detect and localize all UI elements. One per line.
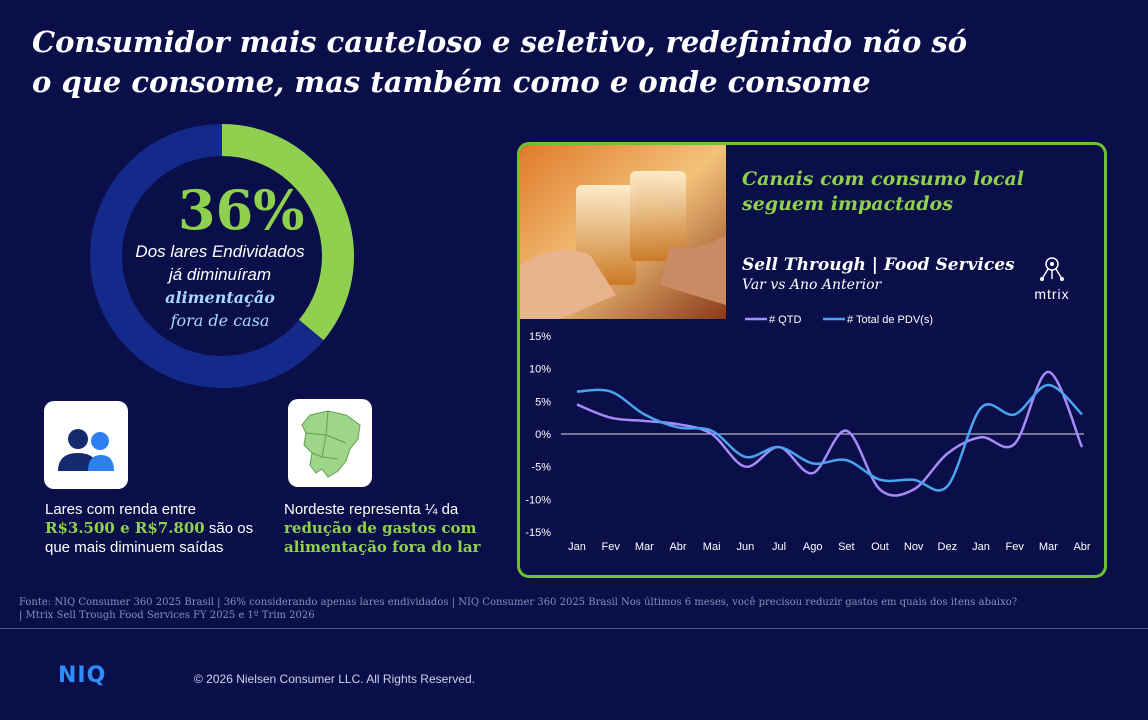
series-line-1 bbox=[576, 383, 1083, 492]
mtrix-network-icon bbox=[1040, 257, 1064, 281]
donut-line2: já diminuíram bbox=[168, 265, 272, 284]
donut-fill bbox=[90, 124, 354, 388]
region-note: Nordeste representa ¼ da redução de gast… bbox=[284, 500, 494, 557]
income-note-before: Lares com renda entre bbox=[45, 501, 196, 518]
legend-label: # QTD bbox=[769, 314, 801, 326]
x-tick-label: Jan bbox=[568, 541, 586, 553]
x-tick-label: Nov bbox=[904, 541, 924, 553]
donut-chart bbox=[90, 124, 354, 388]
income-note: Lares com renda entre R$3.500 e R$7.800 … bbox=[45, 500, 255, 557]
northeast-map-icon bbox=[301, 410, 361, 478]
x-tick-label: Abr bbox=[669, 541, 686, 553]
region-note-before: Nordeste representa ¼ da bbox=[284, 501, 459, 518]
x-tick-label: Mar bbox=[1039, 541, 1058, 553]
mtrix-logo: mtrix bbox=[1022, 255, 1082, 302]
y-tick-label: 0% bbox=[535, 429, 551, 441]
legend-label: # Total de PDV(s) bbox=[847, 314, 933, 326]
line-chart: 15% 10% 5% 0% -5% -10% -15% Jan Fev Mar Abr Mai Jun J… bbox=[525, 314, 1091, 553]
chart-subtitle: Sell Through | Food Services bbox=[742, 255, 1015, 275]
x-tick-label: Fev bbox=[601, 541, 620, 553]
x-tick-label: Dez bbox=[938, 541, 958, 553]
x-tick-label: Mar bbox=[635, 541, 654, 553]
donut-highlight: alimentação bbox=[165, 288, 275, 307]
donut-percent: 36% bbox=[178, 178, 305, 242]
donut-line4: fora de casa bbox=[170, 311, 270, 330]
region-highlight: redução de gastos com alimentação fora d… bbox=[284, 519, 481, 556]
x-tick-label: Jun bbox=[736, 541, 754, 553]
x-tick-label: Ago bbox=[803, 541, 823, 553]
x-tick-label: Fev bbox=[1005, 541, 1024, 553]
copyright: © 2026 Nielsen Consumer LLC. All Rights … bbox=[194, 672, 475, 686]
source-footnote: Fonte: NIQ Consumer 360 2025 Brasil | 36… bbox=[19, 597, 1018, 621]
x-tick-label: Out bbox=[871, 541, 889, 553]
chart-panel: Canais com consumo local seguem impactad… bbox=[517, 142, 1107, 578]
panel-heading: Canais com consumo local seguem impactad… bbox=[742, 168, 1024, 215]
people-card bbox=[44, 401, 128, 489]
y-tick-label: -5% bbox=[531, 462, 551, 474]
y-tick-label: 15% bbox=[529, 331, 551, 343]
niq-logo: NIQ bbox=[58, 663, 107, 688]
y-tick-label: -15% bbox=[525, 527, 551, 539]
map-card bbox=[288, 399, 372, 487]
x-tick-label: Jul bbox=[772, 541, 786, 553]
x-tick-label: Abr bbox=[1073, 541, 1090, 553]
x-tick-label: Set bbox=[838, 541, 855, 553]
y-tick-label: 10% bbox=[529, 364, 551, 376]
page-title: Consumidor mais cauteloso e seletivo, re… bbox=[32, 25, 968, 99]
chart-subtitle-secondary: Var vs Ano Anterior bbox=[742, 277, 882, 293]
y-tick-label: -10% bbox=[525, 494, 551, 506]
donut-line1: Dos lares Endividados bbox=[135, 242, 305, 261]
donut-caption: Dos lares Endividados já diminuíram alim… bbox=[110, 240, 330, 332]
toast-glasses-photo bbox=[520, 145, 726, 319]
income-note-after: são os que mais diminuem saídas bbox=[45, 520, 254, 556]
income-range: R$3.500 e R$7.800 bbox=[45, 519, 205, 537]
footer-divider bbox=[0, 628, 1148, 629]
y-tick-label: 5% bbox=[535, 396, 551, 408]
people-icon bbox=[58, 429, 114, 471]
mtrix-logo-text: mtrix bbox=[1034, 286, 1070, 302]
x-tick-label: Jan bbox=[972, 541, 990, 553]
x-tick-label: Mai bbox=[703, 541, 721, 553]
